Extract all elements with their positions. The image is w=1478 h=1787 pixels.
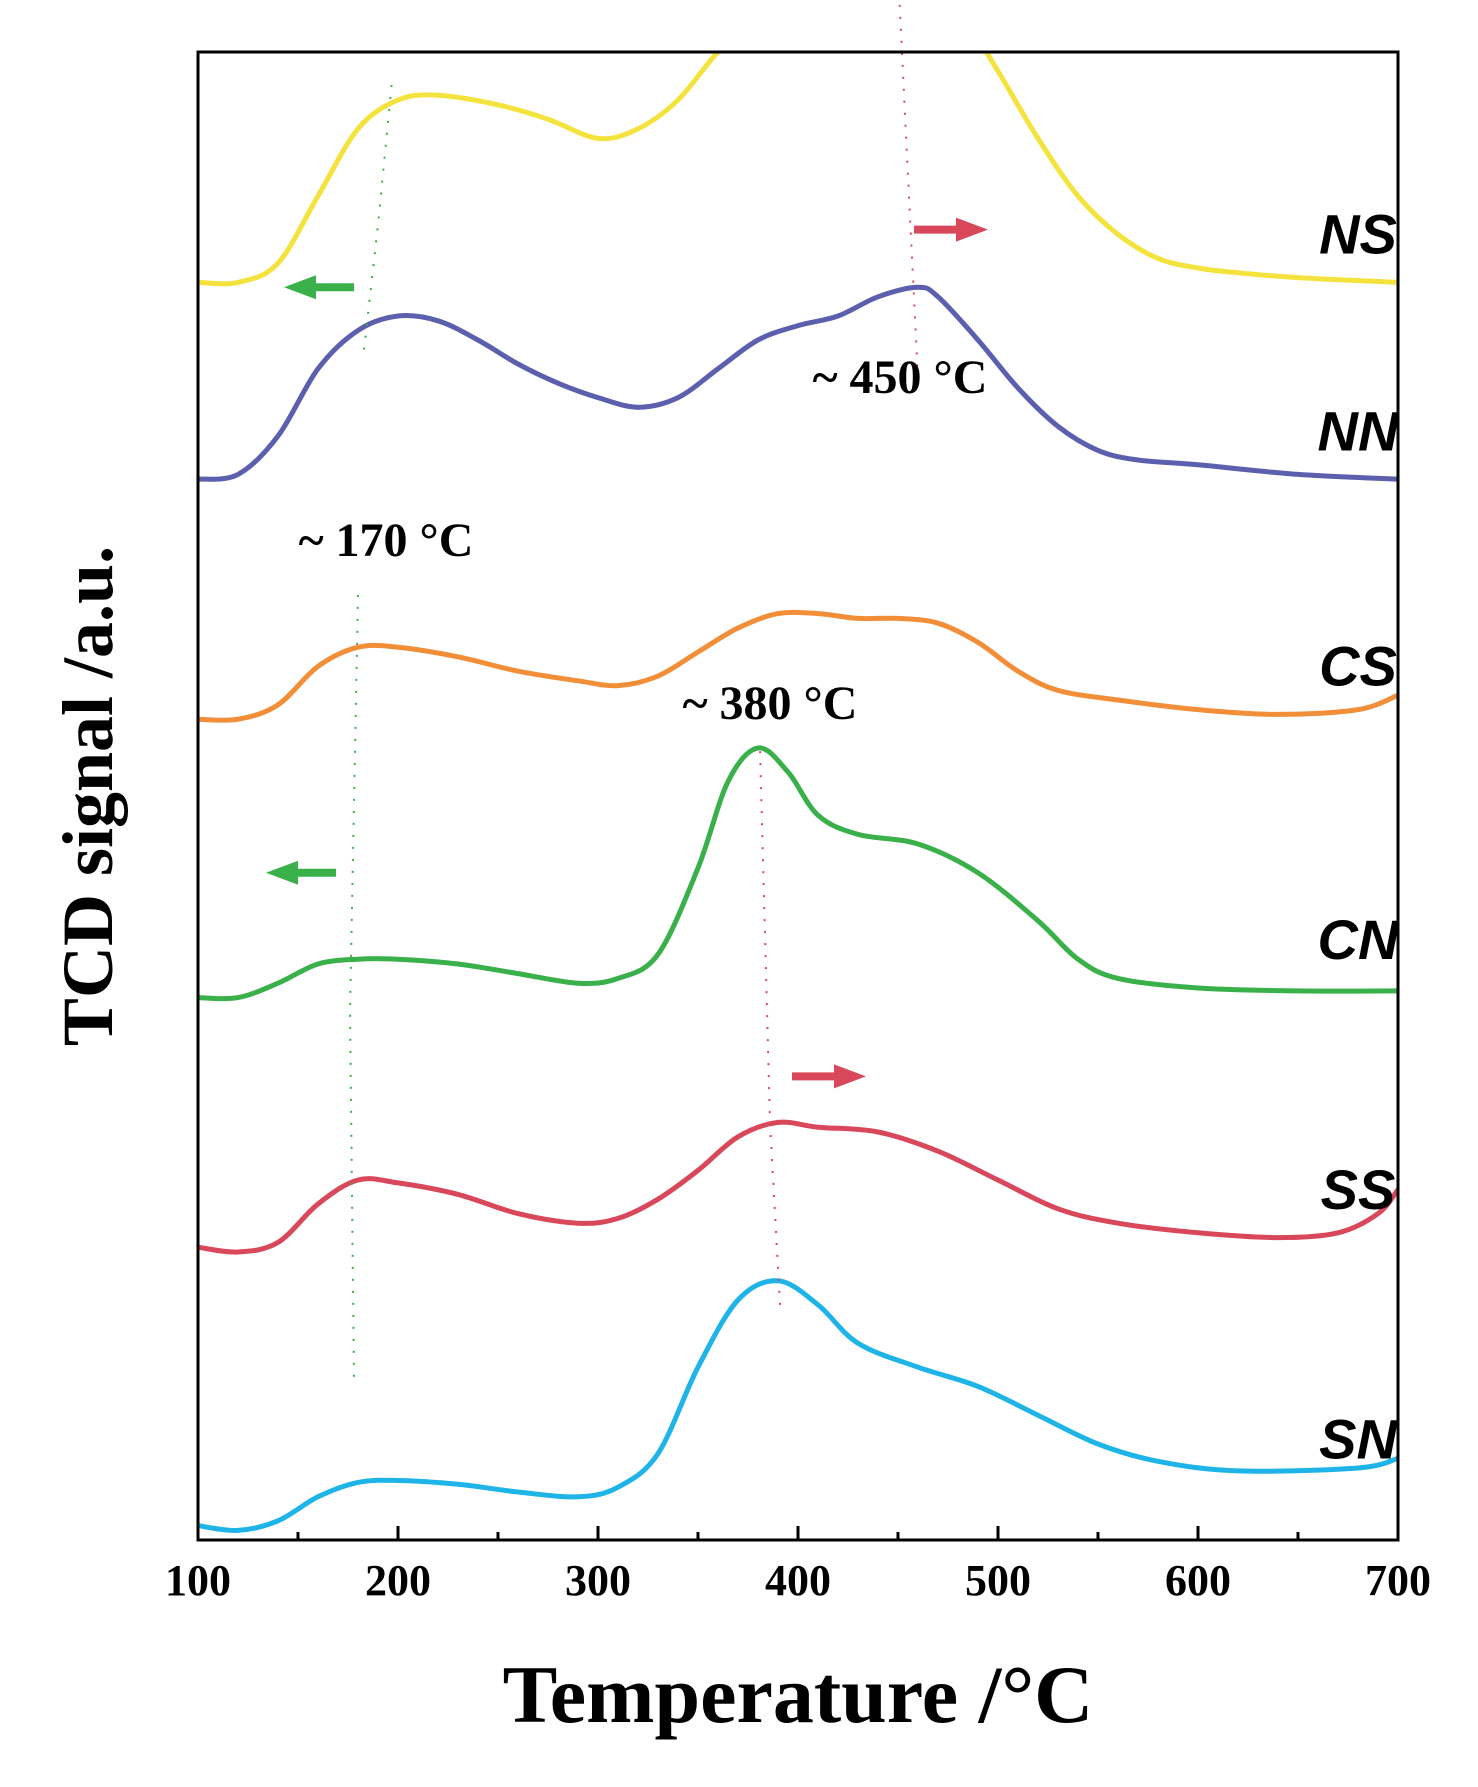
series-label-nn: NN	[1318, 399, 1400, 462]
annotations: ~ 450 °C ~ 170 °C ~ 380 °C	[299, 351, 988, 730]
series-label-cn: CN	[1318, 908, 1400, 971]
series-line-ns	[198, 52, 1398, 287]
plot-frame	[196, 50, 1400, 1542]
series-line-sn	[198, 1278, 1398, 1533]
shift-arrow-left-3	[266, 860, 336, 885]
x-tick-label: 100	[165, 1556, 231, 1605]
guide-line-1	[348, 594, 359, 1377]
peak-annotation-3: ~ 380 °C	[683, 677, 858, 730]
x-axis-title: Temperature /°C	[503, 1649, 1094, 1740]
series-label-ss: SS	[1321, 1158, 1396, 1221]
x-tick-label: 400	[765, 1556, 831, 1605]
series-label-cs: CS	[1319, 635, 1397, 698]
series-layer	[198, 52, 1398, 1533]
series-line-cn	[198, 745, 1398, 1002]
arrow-layer	[266, 217, 988, 1089]
shift-arrow-right-2	[914, 217, 988, 242]
series-line-nn	[198, 284, 1398, 482]
x-axis: 100 200 300 400 500 600 700	[165, 1526, 1431, 1605]
x-tick-label: 300	[565, 1556, 631, 1605]
series-line-cs	[198, 609, 1398, 723]
shift-arrow-left-1	[284, 275, 354, 300]
peak-annotation-1: ~ 450 °C	[813, 351, 988, 404]
series-line-ss	[198, 1119, 1398, 1255]
guide-line-4	[898, 0, 919, 379]
shift-arrow-right-4	[792, 1064, 866, 1089]
series-label-ns: NS	[1319, 203, 1397, 266]
guide-line-3	[759, 747, 781, 1305]
series-label-sn: SN	[1319, 1407, 1398, 1470]
peak-annotation-2: ~ 170 °C	[299, 514, 474, 567]
x-tick-label: 200	[365, 1556, 431, 1605]
x-tick-label: 700	[1365, 1556, 1431, 1605]
x-tick-label: 500	[965, 1556, 1031, 1605]
y-axis-title: TCD signal /a.u.	[48, 546, 128, 1046]
x-tick-label: 600	[1165, 1556, 1231, 1605]
guide-layer	[348, 0, 919, 1377]
series-labels: NS NN CS CN SS SN	[1318, 203, 1400, 1471]
